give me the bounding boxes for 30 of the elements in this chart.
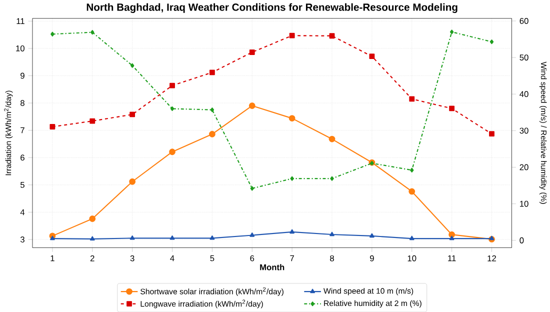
x-tick-label: 1 <box>50 255 54 262</box>
y-tick-label: 4 <box>20 209 25 215</box>
y-tick-label: 7 <box>20 127 24 134</box>
x-tick-label: 3 <box>130 255 134 262</box>
x-tick-label: 5 <box>210 255 214 262</box>
x-tick-label: 12 <box>488 255 496 262</box>
y-tick-label: 10 <box>16 45 24 52</box>
x-tick-label: 8 <box>330 255 334 262</box>
y-tick-label: 6 <box>20 154 24 160</box>
y2-tick-label: 20 <box>520 164 528 170</box>
x-tick-label: 10 <box>408 255 416 262</box>
y-tick-label: 5 <box>20 182 24 188</box>
x-tick-label: 6 <box>250 255 254 262</box>
y-tick-label: 11 <box>16 18 24 24</box>
y2-tick-label: 10 <box>520 200 528 207</box>
y2-tick-label: 50 <box>520 54 528 60</box>
x-tick-label: 9 <box>370 255 374 262</box>
x-axis-title: Month <box>260 264 284 270</box>
y2-tick-label: 0 <box>520 237 524 244</box>
x-tick-label: 7 <box>290 255 294 262</box>
y-tick-label: 9 <box>20 72 24 79</box>
y2-tick-label: 30 <box>520 128 528 134</box>
y2-tick-label: 40 <box>520 91 528 97</box>
x-tick-label: 2 <box>90 255 94 262</box>
x-tick-label: 11 <box>448 255 456 262</box>
y2-tick-label: 60 <box>520 18 528 24</box>
chart-title: North Baghdad, Iraq Weather Conditions for Renewable-Resource Modeling <box>86 3 458 13</box>
x-tick-label: 4 <box>170 255 174 262</box>
y-tick-label: 3 <box>20 236 24 242</box>
y-tick-label: 8 <box>20 100 24 106</box>
